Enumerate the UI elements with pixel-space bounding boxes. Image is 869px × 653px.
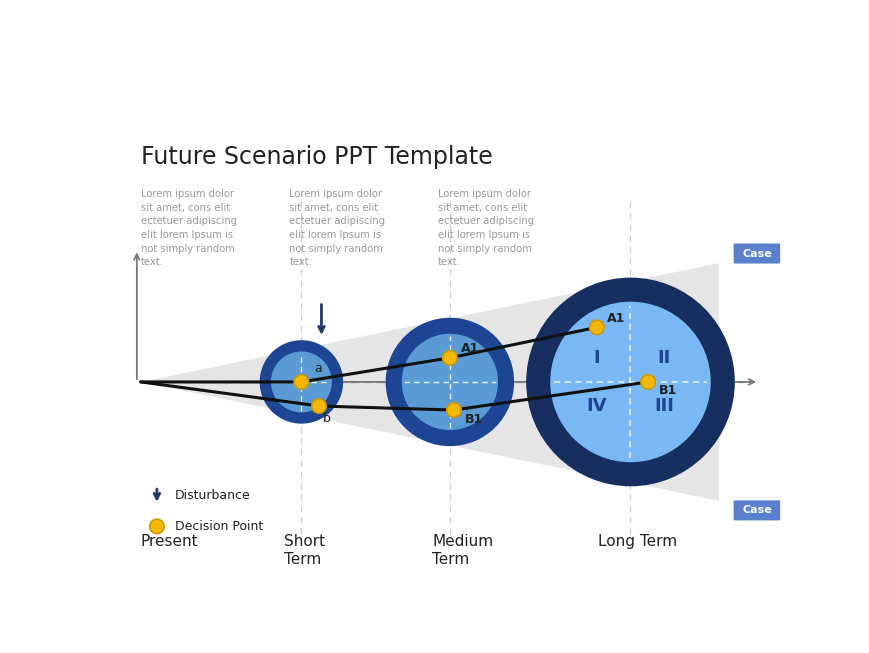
Text: Lorem ipsum dolor
sit amet, cons elit
ectetuer adipiscing
elit lorem Ipsum is
no: Lorem ipsum dolor sit amet, cons elit ec… [437, 189, 534, 267]
Text: B1: B1 [658, 385, 676, 397]
Circle shape [401, 334, 497, 430]
Circle shape [270, 351, 331, 413]
Text: Short
Term: Short Term [283, 534, 324, 567]
Text: Decision Point: Decision Point [175, 520, 262, 533]
Circle shape [311, 399, 326, 413]
FancyBboxPatch shape [733, 500, 779, 520]
Text: Lorem ipsum dolor
sit amet, cons elit
ectetuer adipiscing
elit lorem Ipsum is
no: Lorem ipsum dolor sit amet, cons elit ec… [289, 189, 385, 267]
Circle shape [259, 340, 342, 424]
Circle shape [589, 320, 603, 334]
Text: II: II [657, 349, 670, 368]
Circle shape [442, 351, 456, 365]
Text: I: I [593, 349, 600, 368]
Text: Case: Case [741, 505, 771, 515]
Text: Lorem ipsum dolor
sit amet, cons elit
ectetuer adipiscing
elit lorem Ipsum is
no: Lorem ipsum dolor sit amet, cons elit ec… [141, 189, 236, 267]
Text: III: III [653, 396, 673, 415]
Text: A1: A1 [461, 342, 479, 355]
Text: A1: A1 [607, 312, 625, 325]
Text: Long Term: Long Term [598, 534, 677, 549]
Text: Future Scenario PPT Template: Future Scenario PPT Template [141, 145, 492, 169]
Text: Case: Case [741, 249, 771, 259]
Text: b: b [322, 412, 330, 425]
Text: IV: IV [586, 396, 607, 415]
Circle shape [446, 403, 461, 417]
Circle shape [526, 278, 734, 486]
Circle shape [549, 302, 710, 462]
Polygon shape [141, 263, 718, 501]
Text: Present: Present [141, 534, 198, 549]
FancyBboxPatch shape [733, 244, 779, 264]
Circle shape [640, 375, 654, 389]
Text: Medium
Term: Medium Term [432, 534, 493, 567]
Circle shape [385, 318, 514, 446]
Circle shape [149, 519, 164, 534]
Text: Disturbance: Disturbance [175, 489, 250, 502]
Circle shape [294, 375, 308, 389]
Text: B1: B1 [465, 413, 483, 426]
Text: a: a [314, 362, 322, 375]
